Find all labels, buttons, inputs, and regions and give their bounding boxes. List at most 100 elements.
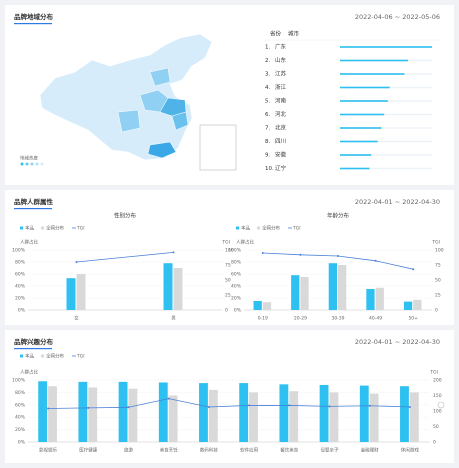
y2-tick-label: 75 [435,263,441,269]
share-icon[interactable] [437,401,445,409]
x-tick-label: 母婴亲子 [321,447,339,454]
province: 江苏 [275,70,287,78]
legend-swatch [41,354,44,358]
legend-swatch [257,226,260,230]
bar [158,382,168,442]
x-tick-label: 数码科技 [200,447,218,454]
tgi-point [167,397,170,400]
tab: 省份 [270,30,282,38]
map-country [39,33,213,161]
bar [279,384,289,442]
province: 辽宁 [275,164,287,172]
y-axis-label: 人群占比 [236,239,254,246]
y-axis-label: 人群占比 [20,369,38,376]
bar [253,301,262,310]
y2-tick-label: 100 [225,248,234,254]
bar [340,127,382,129]
province: 浙江 [275,83,287,91]
bar [340,59,409,62]
tgi-point [127,406,130,409]
tgi-line [76,252,174,263]
x-tick-label: 50+ [408,316,418,322]
bar [300,277,309,310]
province: 广东 [275,43,287,51]
legend-label: 本品 [25,225,34,232]
x-tick-label: 软件应用 [240,447,258,454]
tgi-line [48,398,410,409]
tgi-point [368,404,371,407]
bar [340,100,388,102]
y-tick-label: 40% [15,415,26,421]
legend-label: TGI [76,226,85,232]
legend-swatch [41,226,44,230]
legend-dot [20,162,24,166]
rank: 8. [265,139,270,145]
map-province [149,67,171,87]
bar [340,86,390,89]
panel-date: 2022-04-01 ~ 2022-04-30 [355,198,440,206]
tgi-point [328,405,331,408]
tgi-point [408,405,411,408]
bar [340,140,378,143]
y-tick-label: 100% [12,248,26,254]
y-tick-label: 60% [15,272,26,278]
y2-tick-label: 0 [225,308,228,314]
bar-track [340,113,432,116]
rank: 4. [265,85,270,91]
y2-tick-label: 50 [225,278,231,284]
legend-label: 全网分布 [262,225,280,232]
tgi-point [207,405,210,408]
legend-dot [30,162,34,166]
legend-label: 全网分布 [46,353,64,360]
y2-tick-label: 25 [435,293,441,299]
bar [375,287,384,310]
tgi-point [412,268,415,271]
y-tick-label: 20% [15,296,26,302]
bar [400,386,409,442]
rank: 9. [265,153,270,159]
y2-tick-label: 200 [433,378,442,384]
x-tick-label: 0-19 [258,316,268,322]
panel-title: 品牌人群属性 [14,197,54,206]
tgi-point [261,252,264,254]
y-tick-label: 0% [18,440,26,446]
y2-tick-label: 50 [433,424,439,430]
bar [409,392,419,442]
legend-label: 全网分布 [46,225,64,232]
legend-label: TGI [76,354,85,360]
tgi-point [248,404,251,407]
bar [239,383,249,442]
x-tick-label: 影视娱乐 [39,447,57,454]
bar [366,289,375,310]
chart-title: 年龄分布 [327,212,350,220]
tgi-point [87,406,90,409]
x-tick-label: 女 [74,315,79,322]
legend-dot [35,162,39,166]
bar [118,381,128,442]
bar [328,263,337,310]
y2-tick-label: 0 [433,440,436,446]
title-underline [14,23,52,25]
rank: 2. [265,58,270,64]
y-tick-label: 20% [231,296,242,302]
bar-track [340,154,432,156]
chart-title: 性别分布 [114,212,137,220]
rank: 1. [265,45,270,51]
tgi-point [288,404,291,407]
title-underline [14,208,52,210]
x-tick-label: 金融理财 [361,447,379,454]
y-tick-label: 60% [231,272,242,278]
bar [76,274,86,310]
tgi-point [374,259,377,262]
bar [340,167,370,170]
tgi-point [47,407,50,410]
rank: 3. [265,72,270,78]
y-tick-label: 60% [15,402,26,408]
rank: 10. [265,166,274,172]
rank: 6. [265,112,270,118]
legend-swatch [236,226,239,230]
legend-label: 本品 [241,225,250,232]
y2-tick-label: 150 [433,393,442,399]
bar-track [340,127,432,129]
